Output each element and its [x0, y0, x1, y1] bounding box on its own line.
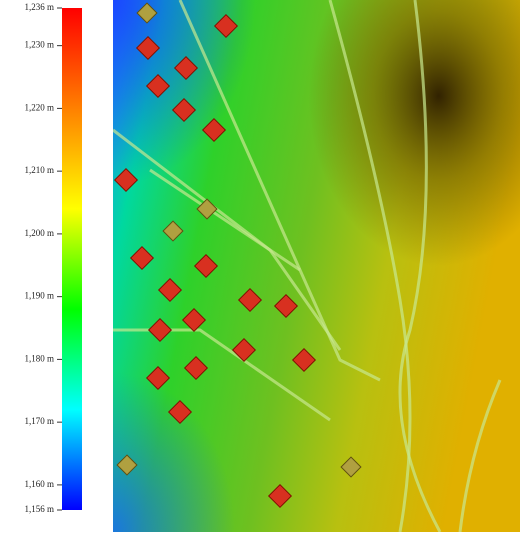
tick-label: 1,230 m	[24, 40, 54, 50]
tick-label: 1,190 m	[24, 291, 54, 301]
tick-label: 1,180 m	[24, 353, 54, 363]
tick-label: 1,170 m	[24, 416, 54, 426]
tick-label: 1,210 m	[24, 165, 54, 175]
tick-label: 1,156 m	[24, 504, 54, 514]
tick-label: 1,160 m	[24, 479, 54, 489]
terrain-map	[113, 0, 520, 532]
tick-label: 1,236 m	[24, 2, 54, 12]
color-bar	[62, 8, 82, 510]
elevation-map-view: 1,236 m 1,230 m 1,220 m 1,210 m 1,200 m 1,190…	[0, 0, 520, 532]
tick-label: 1,220 m	[24, 102, 54, 112]
legend-panel	[0, 0, 113, 532]
tick-label: 1,200 m	[24, 228, 54, 238]
